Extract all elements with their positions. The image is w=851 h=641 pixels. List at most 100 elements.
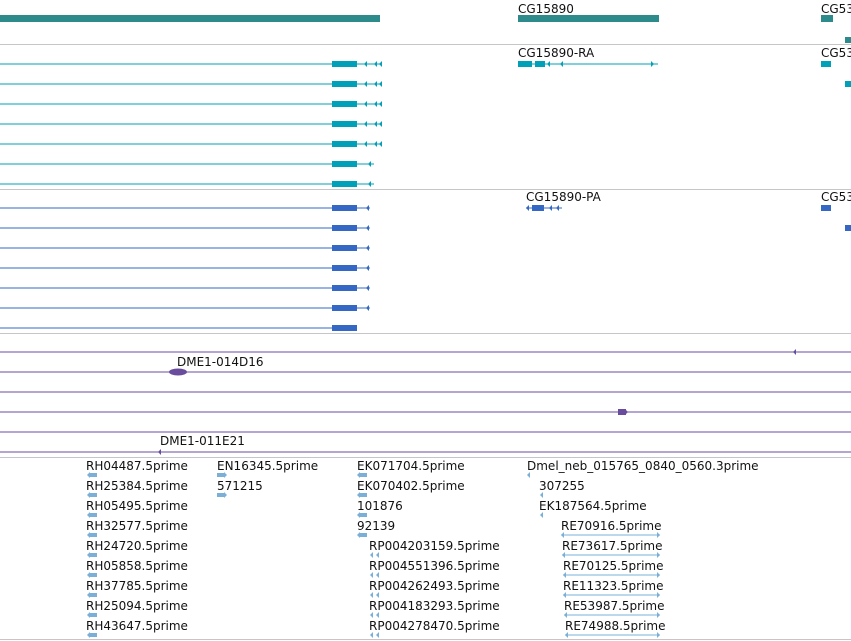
est-glyph	[217, 473, 224, 477]
transcript-label-cg53[interactable]: CG53	[821, 46, 851, 60]
est-label[interactable]: RH25384.5prime	[86, 479, 188, 493]
est-label[interactable]: RP004183293.5prime	[369, 599, 500, 613]
est-glyph	[90, 533, 97, 537]
transcript-exon	[332, 101, 357, 107]
arrowhead-glyph	[657, 632, 660, 638]
transcript-exon	[332, 61, 357, 67]
protein-label-cg15890-pa[interactable]: CG15890-PA	[526, 190, 601, 204]
est-label[interactable]: 307255	[539, 479, 585, 493]
arrowhead-glyph	[87, 632, 90, 638]
arrowhead-glyph	[376, 612, 379, 618]
arrowhead-glyph	[376, 552, 379, 558]
arrowhead-glyph	[518, 15, 521, 22]
est-label[interactable]: RH32577.5prime	[86, 519, 188, 533]
arrowhead-glyph	[224, 472, 227, 478]
est-label[interactable]: RE70125.5prime	[563, 559, 664, 573]
arrowhead-glyph	[357, 472, 360, 478]
gene-bar	[821, 15, 833, 22]
est-label[interactable]: EK187564.5prime	[539, 499, 647, 513]
clone-marker	[169, 368, 187, 376]
est-label[interactable]: RH37785.5prime	[86, 579, 188, 593]
arrowhead-glyph	[657, 552, 660, 558]
arrowhead-glyph	[87, 612, 90, 618]
est-label[interactable]: EN16345.5prime	[217, 459, 319, 473]
track-separator	[0, 457, 851, 458]
est-glyph	[90, 493, 97, 497]
arrowhead-glyph	[561, 532, 564, 538]
gene-bar	[845, 37, 851, 43]
transcript-exon	[332, 121, 357, 127]
est-label[interactable]: RH05495.5prime	[86, 499, 188, 513]
arrowhead-glyph	[793, 349, 796, 355]
est-label[interactable]: EK070402.5prime	[357, 479, 465, 493]
est-label[interactable]: RH24720.5prime	[86, 539, 188, 553]
est-glyph	[90, 633, 97, 637]
est-label[interactable]: RH43647.5prime	[86, 619, 188, 633]
est-label[interactable]: 101876	[357, 499, 403, 513]
gene-label-cg53[interactable]: CG53	[821, 2, 851, 16]
gene-bar	[0, 15, 380, 22]
est-label[interactable]: RE73617.5prime	[562, 539, 663, 553]
transcript-label-cg15890-ra[interactable]: CG15890-RA	[518, 46, 595, 60]
arrowhead-glyph	[357, 532, 360, 538]
est-glyph	[360, 473, 367, 477]
protein-exon	[332, 245, 357, 251]
arrowhead-glyph	[87, 512, 90, 518]
est-label[interactable]: RP004551396.5prime	[369, 559, 500, 573]
arrowhead-glyph	[376, 632, 379, 638]
est-label[interactable]: RP004262493.5prime	[369, 579, 500, 593]
est-label[interactable]: 92139	[357, 519, 396, 533]
gene-bar-cg15890	[518, 15, 659, 22]
clone-label-dme1-011e21[interactable]: DME1-011E21	[160, 434, 245, 448]
arrowhead-glyph	[657, 572, 660, 578]
est-label[interactable]: RH04487.5prime	[86, 459, 188, 473]
arrowhead-glyph	[366, 265, 369, 271]
est-label[interactable]: RH05858.5prime	[86, 559, 188, 573]
protein-exon	[332, 225, 357, 231]
arrowhead-glyph	[87, 492, 90, 498]
arrowhead-glyph	[657, 592, 660, 598]
arrowhead-glyph	[540, 492, 543, 498]
est-label[interactable]: RE53987.5prime	[564, 599, 665, 613]
est-label[interactable]: EK071704.5prime	[357, 459, 465, 473]
est-label[interactable]: RE70916.5prime	[561, 519, 662, 533]
est-label[interactable]: RH25094.5prime	[86, 599, 188, 613]
est-glyph	[217, 493, 224, 497]
transcript-exon	[332, 81, 357, 87]
arrowhead-glyph	[560, 61, 563, 67]
transcript-exon	[845, 81, 851, 87]
clone-label-dme1-014d16[interactable]: DME1-014D16	[177, 355, 264, 369]
arrowhead-glyph	[366, 305, 369, 311]
transcript-exon	[332, 181, 357, 187]
arrowhead-glyph	[366, 225, 369, 231]
protein-exon	[845, 225, 851, 231]
arrowhead-glyph	[563, 572, 566, 578]
arrowhead-glyph	[565, 632, 568, 638]
gene-label-cg15890[interactable]: CG15890	[518, 2, 574, 16]
arrowhead-glyph	[370, 612, 373, 618]
track-separator	[0, 189, 851, 190]
arrowhead-glyph	[87, 592, 90, 598]
protein-exon	[332, 285, 357, 291]
est-label[interactable]: RP004203159.5prime	[369, 539, 500, 553]
est-label[interactable]: RP004278470.5prime	[369, 619, 500, 633]
arrowhead-glyph	[370, 572, 373, 578]
est-glyph	[90, 613, 97, 617]
est-label[interactable]: RE11323.5prime	[563, 579, 664, 593]
arrowhead-glyph	[830, 15, 833, 22]
est-glyph	[360, 533, 367, 537]
arrowhead-glyph	[547, 61, 550, 67]
est-label[interactable]: RE74988.5prime	[565, 619, 666, 633]
arrowhead-glyph	[366, 285, 369, 291]
arrowhead-glyph	[87, 532, 90, 538]
arrowhead-glyph	[370, 592, 373, 598]
protein-exon	[332, 265, 357, 271]
est-label[interactable]: Dmel_neb_015765_0840_0560.3prime	[527, 459, 759, 473]
arrowhead-glyph	[563, 592, 566, 598]
arrowhead-glyph	[657, 612, 660, 618]
est-label[interactable]: 571215	[217, 479, 263, 493]
protein-exon	[821, 205, 831, 211]
protein-label-cg53[interactable]: CG53	[821, 190, 851, 204]
